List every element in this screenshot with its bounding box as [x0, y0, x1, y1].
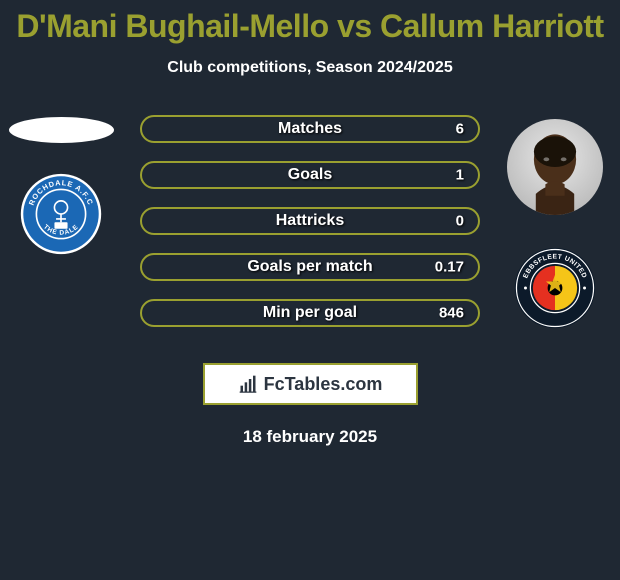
- stat-bar: Hattricks 0: [140, 207, 480, 235]
- stat-bar: Min per goal 846: [140, 299, 480, 327]
- stat-value-right: 0: [456, 213, 464, 230]
- right-club-badge: EBBSFLEET UNITED THE FLEET: [514, 247, 596, 329]
- rochdale-badge-icon: ROCHDALE A.F.C THE DALE: [20, 173, 102, 255]
- stat-value-right: 0.17: [435, 259, 464, 276]
- stat-label: Goals per match: [247, 258, 372, 276]
- player-photo-right: [507, 119, 603, 215]
- stat-value-right: 6: [456, 121, 464, 138]
- right-player-column: EBBSFLEET UNITED THE FLEET: [500, 115, 610, 329]
- left-club-badge: ROCHDALE A.F.C THE DALE: [20, 173, 102, 255]
- stat-bar: Goals 1: [140, 161, 480, 189]
- stat-bar: Goals per match 0.17: [140, 253, 480, 281]
- date-text: 18 february 2025: [0, 427, 620, 447]
- stat-value-right: 846: [439, 305, 464, 322]
- subtitle: Club competitions, Season 2024/2025: [0, 59, 620, 77]
- comparison-card: D'Mani Bughail-Mello vs Callum Harriott …: [0, 0, 620, 580]
- player-placeholder-left: [9, 117, 114, 143]
- brand-box[interactable]: FcTables.com: [203, 363, 418, 405]
- stat-bars: Matches 6 Goals 1 Hattricks 0 Goals per match 0…: [140, 115, 480, 327]
- brand-text: FcTables.com: [264, 374, 383, 395]
- chart-bars-icon: [238, 374, 258, 394]
- stat-label: Hattricks: [276, 212, 344, 230]
- stat-bar: Matches 6: [140, 115, 480, 143]
- page-title: D'Mani Bughail-Mello vs Callum Harriott: [0, 8, 620, 45]
- stat-label: Matches: [278, 120, 342, 138]
- left-player-column: ROCHDALE A.F.C THE DALE: [6, 115, 116, 255]
- stats-area: ROCHDALE A.F.C THE DALE: [0, 115, 620, 345]
- stat-label: Min per goal: [263, 304, 357, 322]
- stat-label: Goals: [288, 166, 332, 184]
- stat-value-right: 1: [456, 167, 464, 184]
- player-avatar-icon: [507, 119, 603, 215]
- ebbsfleet-badge-icon: EBBSFLEET UNITED THE FLEET: [514, 247, 596, 329]
